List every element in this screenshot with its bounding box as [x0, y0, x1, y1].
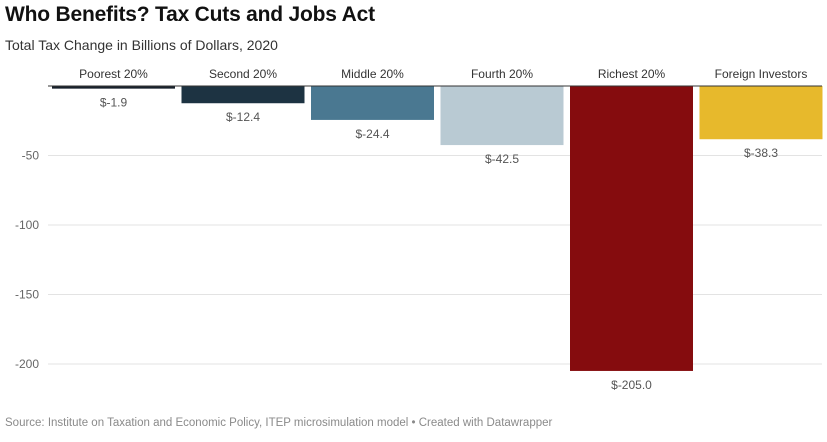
value-label: $-38.3 [744, 146, 778, 160]
y-tick-label: -150 [15, 288, 39, 302]
bar [311, 86, 434, 120]
bar [699, 86, 823, 140]
bar [52, 86, 175, 89]
category-label: Middle 20% [341, 67, 404, 81]
value-label: $-12.4 [226, 110, 260, 124]
category-label: Fourth 20% [471, 67, 533, 81]
value-label: $-24.4 [355, 127, 389, 141]
value-label: $-1.9 [100, 96, 128, 110]
chart-subtitle: Total Tax Change in Billions of Dollars,… [5, 37, 278, 53]
bar [181, 86, 305, 104]
y-tick-label: -50 [22, 149, 40, 163]
chart-title: Who Benefits? Tax Cuts and Jobs Act [5, 3, 375, 26]
source-footer: Source: Institute on Taxation and Econom… [5, 417, 553, 429]
bar [570, 86, 693, 371]
category-label: Richest 20% [598, 67, 666, 81]
category-label: Second 20% [209, 67, 277, 81]
category-label: Foreign Investors [715, 67, 808, 81]
value-label: $-205.0 [611, 378, 652, 392]
value-label: $-42.5 [485, 152, 519, 166]
y-tick-label: -100 [15, 218, 39, 232]
y-tick-label: -200 [15, 357, 39, 371]
bar [440, 86, 564, 146]
category-label: Poorest 20% [79, 67, 148, 81]
